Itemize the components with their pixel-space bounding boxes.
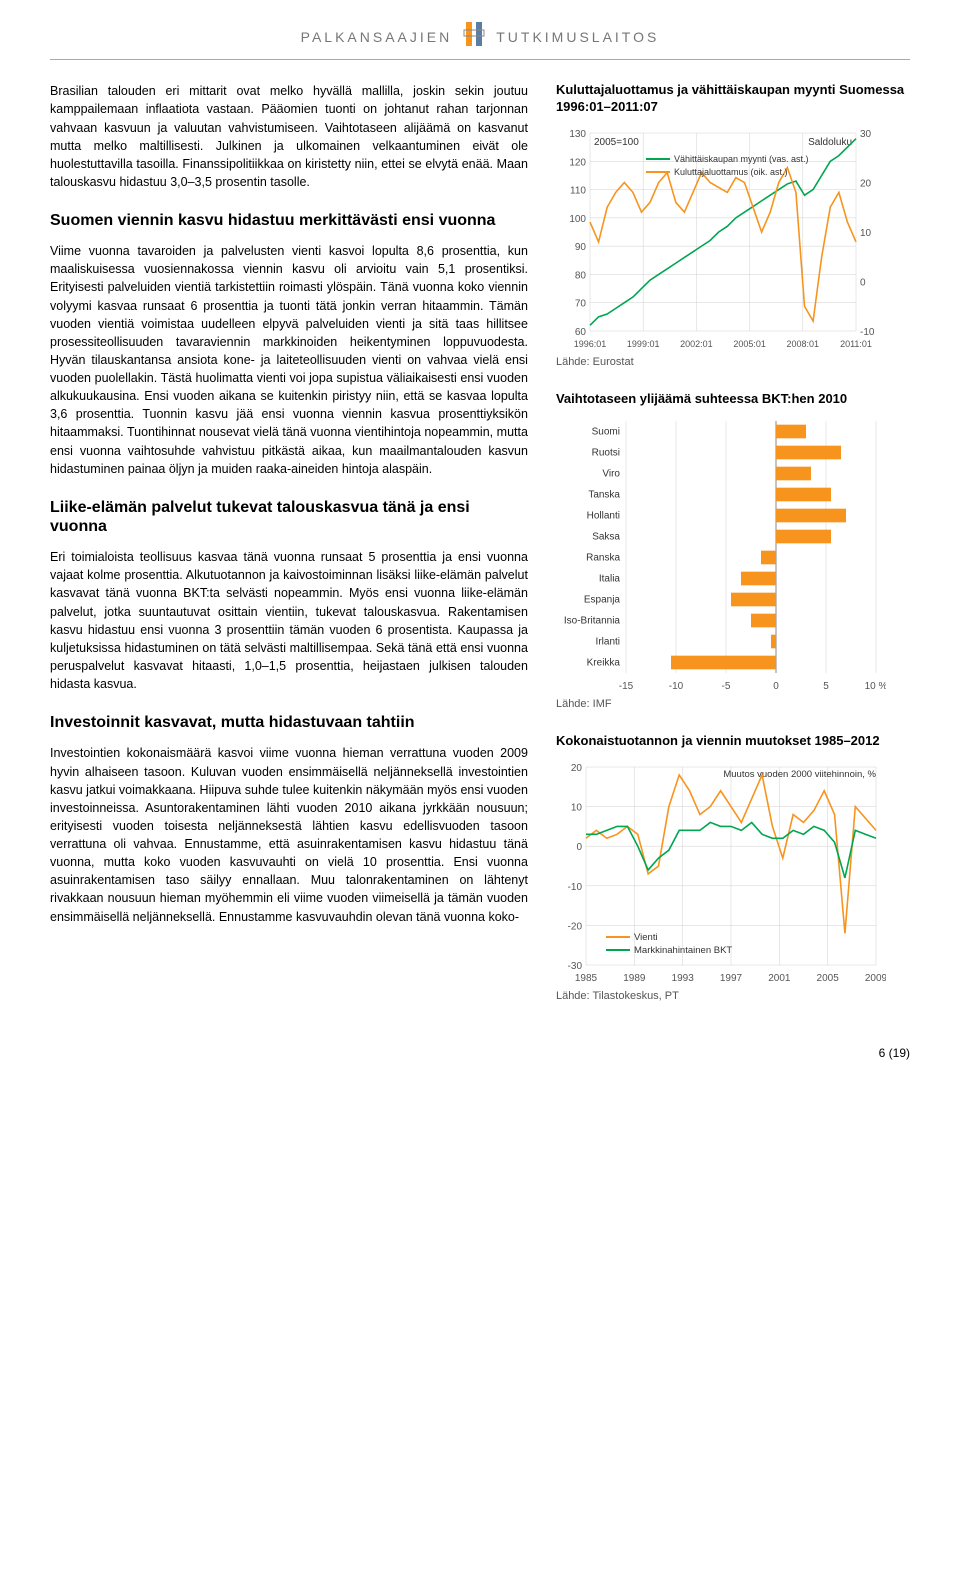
svg-text:Vienti: Vienti: [634, 932, 658, 943]
chart2-source: Lähde: IMF: [556, 697, 910, 713]
chart3-source: Lähde: Tilastokeskus, PT: [556, 989, 910, 1005]
svg-text:Italia: Italia: [599, 573, 621, 584]
svg-text:1993: 1993: [671, 973, 694, 984]
chart1-source: Lähde: Eurostat: [556, 355, 910, 371]
svg-text:0: 0: [773, 681, 779, 692]
page-footer: 6 (19): [50, 1045, 910, 1062]
svg-text:5: 5: [823, 681, 829, 692]
svg-text:1996:01: 1996:01: [574, 339, 607, 349]
chart1: 60 70 80 90 100 110 120 130 -10 0 10 20 30 1996:01 199…: [556, 123, 910, 371]
section-body-1: Viime vuonna tavaroiden ja palvelusten v…: [50, 242, 528, 478]
intro-paragraph: Brasilian talouden eri mittarit ovat mel…: [50, 82, 528, 191]
svg-text:2009: 2009: [865, 973, 886, 984]
section-title-3: Investoinnit kasvavat, mutta hidastuvaan…: [50, 713, 528, 732]
logo-icon: [460, 20, 488, 53]
header-right: TUTKIMUSLAITOS: [496, 27, 659, 47]
svg-text:Espanja: Espanja: [584, 594, 621, 605]
svg-text:Vähittäiskaupan myynti (vas. a: Vähittäiskaupan myynti (vas. ast.): [674, 154, 809, 164]
svg-text:-10: -10: [860, 327, 875, 338]
svg-text:80: 80: [575, 270, 587, 281]
svg-text:90: 90: [575, 242, 587, 253]
svg-text:-10: -10: [669, 681, 684, 692]
chart3-title: Kokonaistuotannon ja viennin muutokset 1…: [556, 733, 910, 749]
section-title-1: Suomen viennin kasvu hidastuu merkittävä…: [50, 211, 528, 230]
svg-text:Tanska: Tanska: [588, 489, 620, 500]
svg-text:0: 0: [860, 277, 866, 288]
chart2: -15 -10 -5 0 5 10 % Suomi Ruotsi Viro Tanska Holla…: [556, 415, 910, 713]
left-column: Brasilian talouden eri mittarit ovat mel…: [50, 82, 528, 1025]
svg-text:Muutos vuoden 2000 viitehinnoi: Muutos vuoden 2000 viitehinnoin, %: [723, 769, 876, 780]
svg-text:70: 70: [575, 299, 587, 310]
svg-text:1997: 1997: [720, 973, 743, 984]
page-header: PALKANSAAJIEN TUTKIMUSLAITOS: [50, 20, 910, 53]
svg-text:110: 110: [570, 185, 586, 196]
svg-text:1989: 1989: [623, 973, 646, 984]
svg-text:Viro: Viro: [602, 468, 620, 479]
svg-text:20: 20: [571, 763, 583, 774]
svg-text:2005: 2005: [816, 973, 839, 984]
svg-text:2008:01: 2008:01: [786, 339, 819, 349]
header-divider: [50, 59, 910, 60]
svg-text:0: 0: [576, 842, 582, 853]
chart2-title: Vaihtotaseen ylijäämä suhteessa BKT:hen …: [556, 391, 910, 407]
svg-text:2001: 2001: [768, 973, 791, 984]
right-column: Kuluttajaluottamus ja vähittäiskaupan my…: [556, 82, 910, 1025]
svg-text:Kuluttajaluottamus (oik. ast.): Kuluttajaluottamus (oik. ast.): [674, 167, 788, 177]
svg-text:130: 130: [569, 129, 586, 140]
header-left: PALKANSAAJIEN: [301, 27, 453, 47]
svg-text:-10: -10: [568, 882, 583, 893]
svg-text:Hollanti: Hollanti: [587, 510, 620, 521]
svg-text:2005:01: 2005:01: [733, 339, 766, 349]
svg-text:10: 10: [860, 228, 872, 239]
svg-text:-5: -5: [722, 681, 731, 692]
svg-text:20: 20: [860, 178, 872, 189]
svg-text:Iso-Britannia: Iso-Britannia: [564, 615, 621, 626]
svg-text:2002:01: 2002:01: [680, 339, 713, 349]
svg-text:-20: -20: [568, 922, 583, 933]
section-body-3: Investointien kokonaismäärä kasvoi viime…: [50, 744, 528, 925]
svg-text:10 %: 10 %: [865, 681, 886, 692]
svg-text:-15: -15: [619, 681, 634, 692]
chart1-title: Kuluttajaluottamus ja vähittäiskaupan my…: [556, 82, 910, 115]
svg-text:Kreikka: Kreikka: [587, 657, 621, 668]
svg-text:120: 120: [569, 157, 586, 168]
svg-text:60: 60: [575, 327, 587, 338]
svg-text:Saldoluku: Saldoluku: [808, 137, 852, 148]
section-title-2: Liike-elämän palvelut tukevat talouskasv…: [50, 498, 528, 536]
svg-text:Ranska: Ranska: [586, 552, 620, 563]
svg-text:Suomi: Suomi: [592, 426, 620, 437]
svg-text:100: 100: [569, 214, 586, 225]
chart3: -30 -20 -10 0 10 20 1985 1989 1993 1997 2001 2005 20…: [556, 757, 910, 1005]
svg-text:Irlanti: Irlanti: [596, 636, 620, 647]
svg-text:2005=100: 2005=100: [594, 137, 639, 148]
svg-text:Ruotsi: Ruotsi: [592, 447, 620, 458]
svg-text:2011:01: 2011:01: [840, 339, 872, 349]
svg-text:Markkinahintainen BKT: Markkinahintainen BKT: [634, 945, 732, 956]
svg-text:Saksa: Saksa: [592, 531, 620, 542]
section-body-2: Eri toimialoista teollisuus kasvaa tänä …: [50, 548, 528, 693]
svg-text:1999:01: 1999:01: [627, 339, 660, 349]
svg-text:-30: -30: [568, 961, 583, 972]
svg-text:10: 10: [571, 803, 583, 814]
svg-text:30: 30: [860, 129, 872, 140]
svg-text:1985: 1985: [575, 973, 598, 984]
